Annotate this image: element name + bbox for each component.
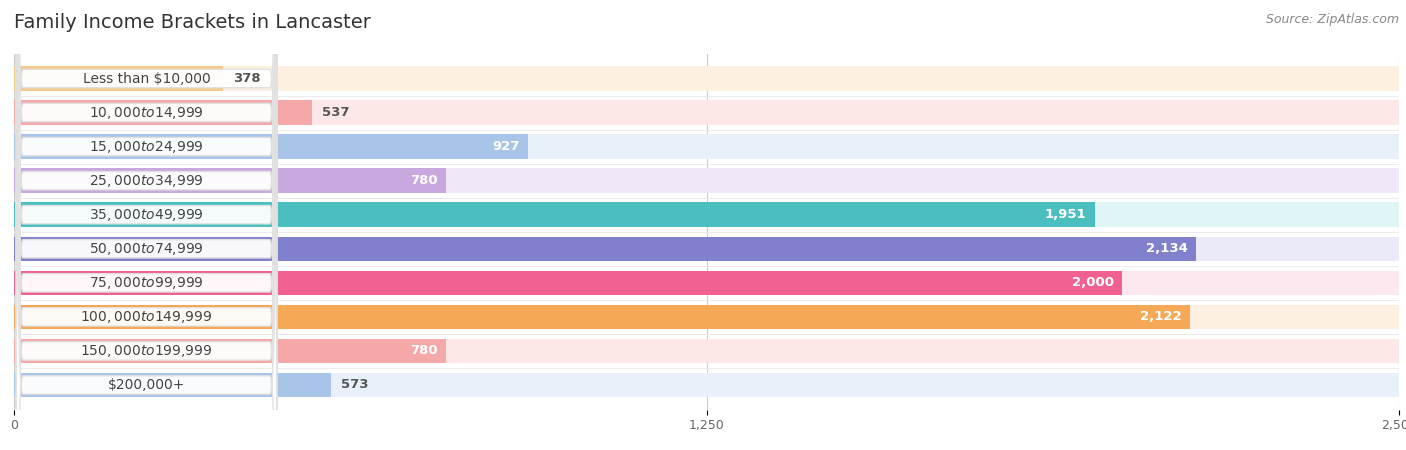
Text: $75,000 to $99,999: $75,000 to $99,999 — [89, 275, 204, 291]
Bar — [14, 373, 332, 397]
Bar — [14, 339, 1399, 363]
Bar — [14, 270, 1399, 295]
Text: Less than $10,000: Less than $10,000 — [83, 72, 211, 86]
Bar — [14, 202, 1399, 227]
FancyBboxPatch shape — [17, 0, 277, 450]
FancyBboxPatch shape — [17, 0, 277, 450]
Text: $50,000 to $74,999: $50,000 to $74,999 — [89, 241, 204, 257]
Text: $200,000+: $200,000+ — [108, 378, 186, 392]
FancyBboxPatch shape — [17, 0, 277, 450]
Text: 2,000: 2,000 — [1071, 276, 1114, 289]
Text: 2,122: 2,122 — [1140, 310, 1181, 324]
Bar — [14, 100, 1399, 125]
FancyBboxPatch shape — [17, 0, 277, 450]
Text: $100,000 to $149,999: $100,000 to $149,999 — [80, 309, 212, 325]
FancyBboxPatch shape — [17, 0, 277, 450]
Bar — [14, 135, 527, 159]
Text: $10,000 to $14,999: $10,000 to $14,999 — [89, 104, 204, 121]
Bar — [14, 168, 446, 193]
FancyBboxPatch shape — [17, 0, 277, 450]
Text: 537: 537 — [322, 106, 349, 119]
Text: 2,134: 2,134 — [1146, 242, 1188, 255]
Text: $25,000 to $34,999: $25,000 to $34,999 — [89, 173, 204, 189]
Bar — [14, 237, 1399, 261]
Bar — [14, 373, 1399, 397]
FancyBboxPatch shape — [17, 0, 277, 450]
Bar — [14, 202, 1095, 227]
Bar — [14, 305, 1189, 329]
Text: $150,000 to $199,999: $150,000 to $199,999 — [80, 343, 212, 359]
Bar — [14, 305, 1399, 329]
Text: 780: 780 — [411, 174, 437, 187]
FancyBboxPatch shape — [17, 0, 277, 450]
Text: 573: 573 — [342, 378, 368, 392]
Text: Source: ZipAtlas.com: Source: ZipAtlas.com — [1265, 14, 1399, 27]
Bar — [14, 237, 1197, 261]
FancyBboxPatch shape — [17, 0, 277, 450]
Text: 1,951: 1,951 — [1045, 208, 1087, 221]
Text: $15,000 to $24,999: $15,000 to $24,999 — [89, 139, 204, 155]
Bar — [14, 339, 446, 363]
Text: 378: 378 — [233, 72, 262, 85]
Bar — [14, 66, 224, 91]
Text: $35,000 to $49,999: $35,000 to $49,999 — [89, 207, 204, 223]
FancyBboxPatch shape — [17, 0, 277, 450]
Text: 780: 780 — [411, 344, 437, 357]
Text: 927: 927 — [492, 140, 519, 153]
Bar — [14, 168, 1399, 193]
Bar — [14, 135, 1399, 159]
Bar — [14, 66, 1399, 91]
Bar — [14, 270, 1122, 295]
Bar — [14, 100, 312, 125]
Text: Family Income Brackets in Lancaster: Family Income Brackets in Lancaster — [14, 14, 371, 32]
